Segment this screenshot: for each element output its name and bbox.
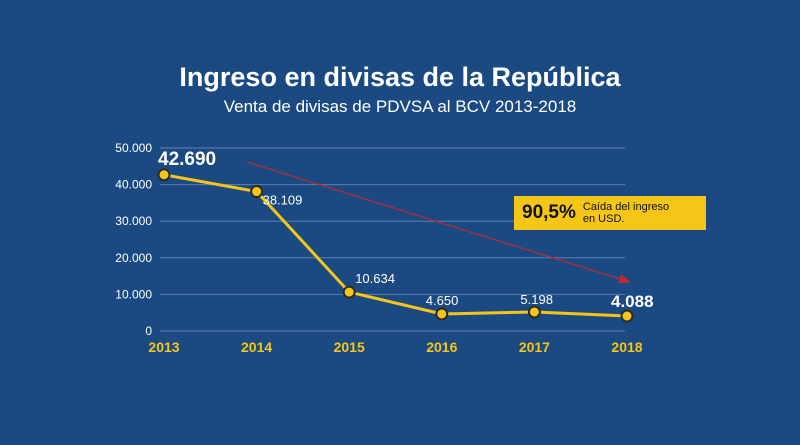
y-tick-label: 40.000 bbox=[115, 178, 152, 192]
trend-arrow bbox=[246, 161, 632, 284]
data-label: 42.690 bbox=[158, 149, 216, 170]
x-tick-label: 2014 bbox=[241, 339, 272, 355]
data-point bbox=[435, 307, 449, 321]
x-tick-label: 2018 bbox=[611, 339, 642, 355]
x-tick-label: 2013 bbox=[148, 339, 179, 355]
y-tick-label: 0 bbox=[145, 324, 152, 338]
chart-title: Ingreso en divisas de la República bbox=[179, 62, 621, 92]
data-label: 10.634 bbox=[355, 271, 395, 286]
x-tick-label: 2016 bbox=[426, 339, 457, 355]
y-tick-label: 10.000 bbox=[115, 287, 152, 301]
data-label: 4.088 bbox=[611, 292, 654, 311]
data-point bbox=[342, 285, 356, 299]
decline-callout: 90,5% Caída del ingreso en USD. bbox=[514, 196, 706, 230]
series-line bbox=[163, 173, 628, 318]
x-tick-label: 2015 bbox=[334, 339, 365, 355]
y-tick-label: 50.000 bbox=[115, 141, 152, 155]
data-point bbox=[157, 168, 171, 182]
chart-subtitle: Venta de divisas de PDVSA al BCV 2013-20… bbox=[223, 97, 577, 116]
y-tick-label: 30.000 bbox=[115, 214, 152, 228]
decline-percentage: 90,5% bbox=[522, 202, 576, 223]
data-point bbox=[527, 305, 541, 319]
data-label: 4.650 bbox=[426, 293, 459, 308]
data-point bbox=[620, 309, 634, 323]
x-tick-label: 2017 bbox=[519, 339, 550, 355]
y-tick-label: 20.000 bbox=[115, 251, 152, 265]
data-label: 5.198 bbox=[520, 292, 553, 307]
data-label: 38.109 bbox=[263, 193, 303, 208]
decline-description: Caída del ingreso en USD. bbox=[582, 201, 670, 225]
data-point bbox=[250, 185, 264, 199]
